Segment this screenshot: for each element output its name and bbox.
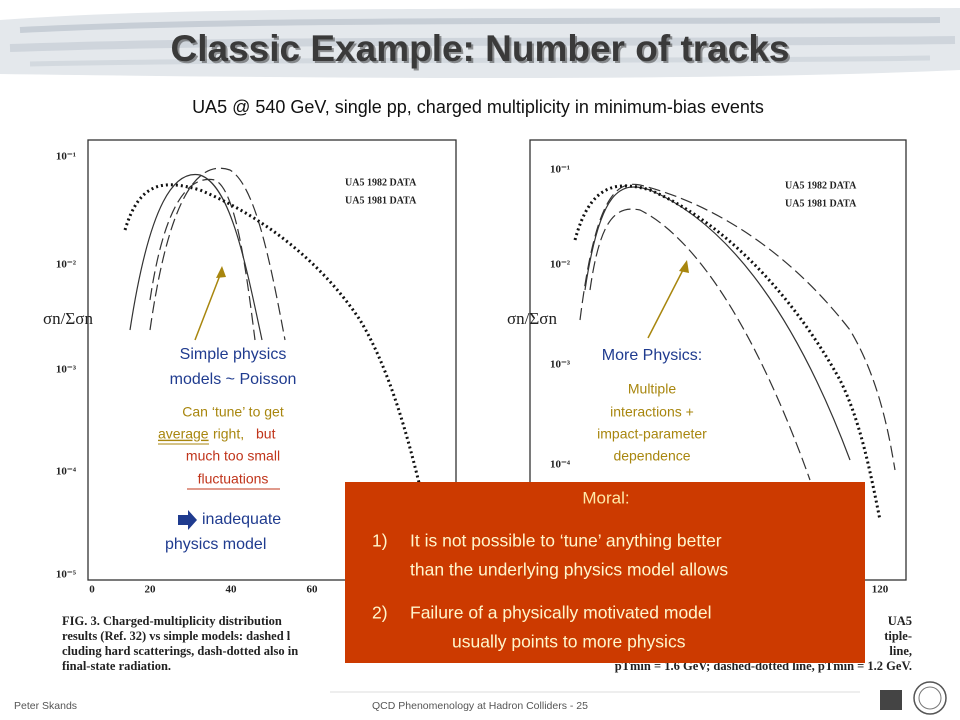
caption-line: UA5 <box>888 614 912 628</box>
moral-text: Failure of a physically motivated model <box>410 603 712 623</box>
note-text: but <box>256 426 276 442</box>
y-tick-label: 10⁻³ <box>56 364 77 376</box>
implies-arrow <box>178 510 197 530</box>
y-axis-label: σn/Σσn <box>43 309 93 328</box>
legend-entry: UA5 1981 DATA <box>785 198 857 209</box>
moral-text: than the underlying physics model allows <box>410 560 728 580</box>
moral-heading: Moral: <box>582 488 629 507</box>
legend-entry: UA5 1982 DATA <box>345 177 417 188</box>
y-axis-label: σn/Σσn <box>507 309 557 328</box>
subtitle: UA5 @ 540 GeV, single pp, charged multip… <box>192 97 764 117</box>
slide-title: Classic Example: Number of tracks <box>171 28 790 69</box>
arrow-head <box>216 266 226 278</box>
moral-text: It is not possible to ‘tune’ anything be… <box>410 531 722 551</box>
note-conclusion: inadequate <box>202 511 281 528</box>
note-text: impact-parameter <box>597 426 707 442</box>
note-text: average <box>158 426 209 442</box>
note-conclusion: physics model <box>165 536 266 553</box>
y-tick-label: 10⁻¹ <box>56 151 76 163</box>
title-shadow: Classic Example: Number of tracks <box>173 30 792 71</box>
left-notes: Simple physics models ~ Poisson Can ‘tun… <box>148 342 323 553</box>
caption-line: results (Ref. 32) vs simple models: dash… <box>62 629 291 643</box>
y-tick-label: 10⁻³ <box>550 359 571 371</box>
y-tick-label: 10⁻⁴ <box>56 466 77 478</box>
note-text: Multiple <box>628 381 676 397</box>
note-heading: models ~ Poisson <box>170 371 297 388</box>
y-tick-label: 10⁻² <box>550 259 571 271</box>
note-text: Can ‘tune’ to get <box>182 404 284 420</box>
x-tick-label: 20 <box>145 584 157 596</box>
note-heading: Simple physics <box>180 346 287 363</box>
plot-frame <box>87 139 457 581</box>
y-tick-label: 10⁻¹ <box>550 164 570 176</box>
note-text: much too small <box>186 448 280 464</box>
note-text: right, <box>213 426 244 442</box>
arrow <box>647 263 687 339</box>
caption-line: tiple- <box>884 629 912 643</box>
moral-text: usually points to more physics <box>452 632 686 652</box>
footer-author: Peter Skands <box>14 700 77 712</box>
caption-line: cluding hard scatterings, dash-dotted al… <box>62 644 298 658</box>
arrow-head <box>679 260 689 273</box>
x-tick-label: 60 <box>307 584 319 596</box>
right-notes: More Physics: Multiple interactions + im… <box>585 342 725 470</box>
title-background <box>0 8 960 78</box>
left-plot: 10⁻¹ 10⁻² 10⁻³ 10⁻⁴ 10⁻⁵ 0 20 40 60 80 σ… <box>43 139 457 609</box>
y-tick-label: 10⁻⁴ <box>550 459 571 471</box>
logos <box>880 681 947 715</box>
note-text: fluctuations <box>198 471 269 487</box>
note-text: dependence <box>613 448 690 464</box>
moral-number: 2) <box>372 603 388 623</box>
caption-line: FIG. 3. Charged-multiplicity distributio… <box>62 614 282 628</box>
note-text: interactions + <box>610 404 694 420</box>
moral-box: Moral: 1) It is not possible to ‘tune’ a… <box>345 482 865 663</box>
footer-talk: QCD Phenomenology at Hadron Colliders - … <box>372 700 588 712</box>
caption-line: line, <box>889 644 912 658</box>
moral-number: 1) <box>372 531 388 551</box>
arrow <box>194 269 223 341</box>
x-tick-label: 120 <box>872 584 889 596</box>
caption-line: final-state radiation. <box>62 659 171 673</box>
note-heading: More Physics: <box>602 347 702 364</box>
legend-entry: UA5 1982 DATA <box>785 180 857 191</box>
x-tick-label: 0 <box>89 584 95 596</box>
y-tick-label: 10⁻² <box>56 259 77 271</box>
legend-entry: UA5 1981 DATA <box>345 195 417 206</box>
x-tick-label: 40 <box>226 584 238 596</box>
y-tick-label: 10⁻⁵ <box>56 569 77 581</box>
